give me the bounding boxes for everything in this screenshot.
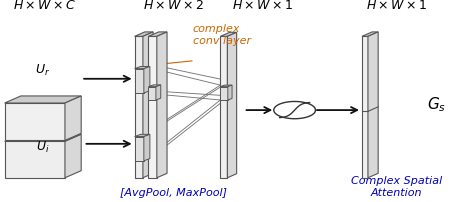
Polygon shape	[156, 85, 160, 100]
Polygon shape	[227, 32, 236, 178]
Text: $U_i$: $U_i$	[36, 140, 50, 155]
Polygon shape	[220, 85, 232, 87]
Polygon shape	[148, 36, 156, 178]
Polygon shape	[227, 85, 232, 100]
Polygon shape	[134, 134, 150, 137]
Polygon shape	[5, 103, 65, 140]
Polygon shape	[220, 87, 227, 100]
Polygon shape	[134, 137, 144, 161]
Text: complex
conv layer: complex conv layer	[192, 24, 250, 46]
Polygon shape	[65, 96, 81, 140]
Polygon shape	[5, 141, 65, 178]
Text: $H \times W \times 1$: $H \times W \times 1$	[231, 0, 292, 12]
Polygon shape	[5, 96, 81, 103]
Polygon shape	[143, 32, 153, 178]
Polygon shape	[220, 32, 236, 36]
Text: $H \times W \times 1$: $H \times W \times 1$	[365, 0, 426, 12]
Polygon shape	[65, 134, 81, 178]
Polygon shape	[367, 32, 377, 178]
Polygon shape	[134, 32, 153, 36]
Polygon shape	[134, 69, 144, 93]
Text: $G_s$: $G_s$	[425, 96, 445, 114]
Polygon shape	[148, 85, 160, 87]
Polygon shape	[144, 134, 150, 161]
Text: [AvgPool, MaxPool]: [AvgPool, MaxPool]	[120, 188, 227, 198]
Polygon shape	[148, 87, 156, 100]
Text: Complex Spatial
Attention: Complex Spatial Attention	[350, 176, 441, 198]
Text: $H \times W \times 2$: $H \times W \times 2$	[143, 0, 204, 12]
Polygon shape	[361, 36, 367, 178]
Polygon shape	[144, 66, 150, 93]
Polygon shape	[156, 32, 167, 178]
Text: $H \times W \times C$: $H \times W \times C$	[13, 0, 75, 12]
Polygon shape	[5, 134, 81, 141]
Polygon shape	[134, 36, 143, 178]
Polygon shape	[148, 32, 167, 36]
Polygon shape	[220, 36, 227, 178]
Text: $U_r$: $U_r$	[35, 63, 50, 78]
Polygon shape	[134, 66, 150, 69]
Polygon shape	[361, 32, 377, 36]
